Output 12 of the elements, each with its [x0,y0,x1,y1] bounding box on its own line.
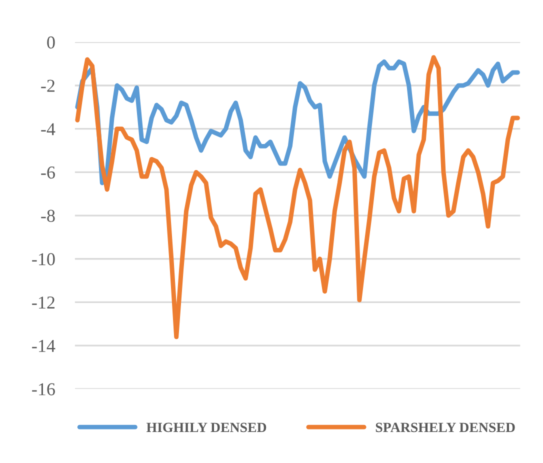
line-series [75,55,520,340]
y-tick-label: -2 [41,80,54,92]
legend-label: HIGHILY DENSED [146,422,266,432]
y-tick-label: -8 [41,210,55,222]
y-tick-label: -12 [32,296,54,308]
y-tick-label: 0 [47,36,55,49]
y-tick-label: -4 [41,123,56,136]
y-tick-label: -16 [32,383,55,396]
y-tick-label: -14 [32,340,56,352]
y-tick-label: -6 [41,166,55,179]
legend-label: SPARSHELY DENSED [376,422,515,432]
y-tick-label: -10 [32,253,55,266]
